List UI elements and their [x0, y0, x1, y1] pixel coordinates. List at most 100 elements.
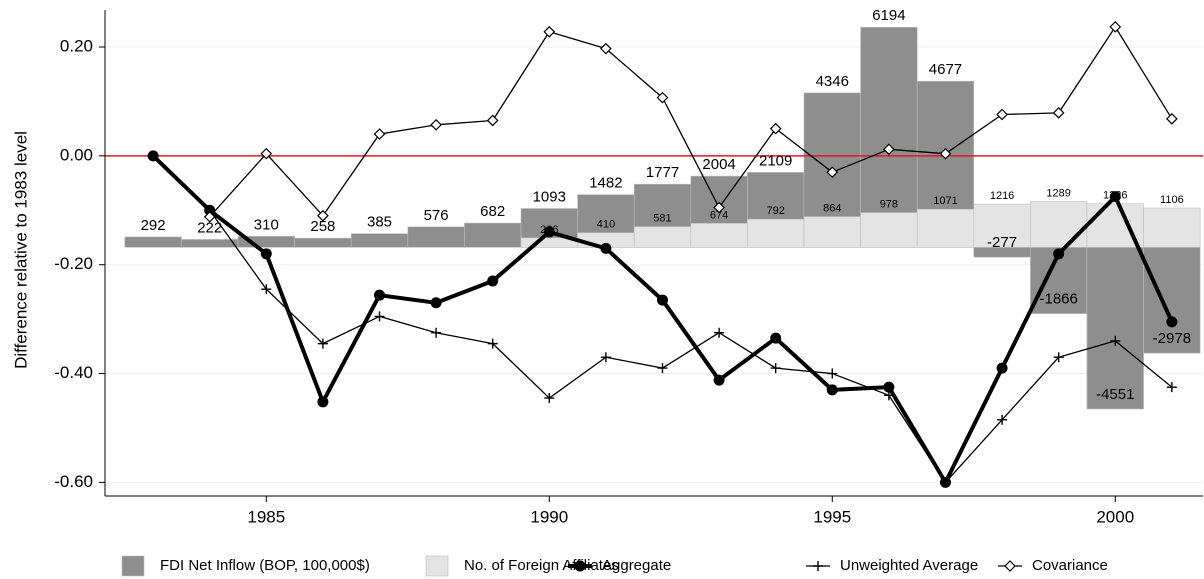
y-tick-label: -0.20 [54, 254, 93, 273]
fdi-value-label: 576 [424, 207, 449, 224]
affiliates-value-label: 864 [823, 203, 841, 215]
fdi-value-label: 6194 [872, 7, 905, 24]
bar [464, 222, 522, 248]
fdi-value-label: 222 [197, 219, 222, 236]
y-tick-label: 0.20 [60, 36, 93, 55]
marker [1166, 316, 1178, 328]
marker [656, 91, 669, 104]
marker [656, 294, 668, 306]
marker [1109, 21, 1122, 33]
bar [1030, 201, 1088, 248]
bar [407, 226, 465, 248]
marker [826, 166, 839, 179]
legend-label: FDI Net Inflow (BOP, 100,000$) [160, 557, 370, 574]
marker [997, 414, 1008, 425]
marker [770, 332, 782, 344]
marker [600, 242, 612, 254]
x-tick-label: 2000 [1096, 507, 1134, 526]
fdi-value-label: -277 [987, 234, 1017, 251]
bar [860, 212, 918, 248]
fdi-value-label: 292 [141, 217, 166, 234]
bar [124, 236, 182, 248]
marker [430, 297, 442, 309]
affiliates-value-label: 1216 [990, 190, 1014, 202]
marker [543, 25, 556, 38]
bar [350, 233, 409, 248]
marker [939, 147, 952, 160]
marker [600, 352, 611, 363]
y-axis-title: Difference relative to 1983 level [11, 131, 30, 369]
fdi-value-label: 258 [310, 218, 335, 235]
marker [317, 209, 329, 222]
marker [996, 362, 1008, 374]
x-tick-label: 1990 [530, 507, 568, 526]
marker [713, 201, 725, 214]
legend-marker [813, 561, 823, 571]
legend-swatch [121, 555, 145, 577]
fdi-value-label: 4677 [929, 61, 962, 78]
marker [260, 147, 273, 160]
marker [487, 275, 499, 287]
marker [317, 396, 329, 408]
marker [883, 381, 895, 393]
legend-label: No. of Foreign Affiliates [464, 557, 619, 574]
fdi-value-label: 1482 [589, 175, 622, 192]
affiliates-value-label: 410 [597, 219, 615, 231]
bar [690, 223, 748, 248]
legend-label: Unweighted Average [840, 557, 978, 574]
bar [1143, 207, 1201, 248]
marker [317, 338, 328, 349]
marker [1110, 335, 1121, 346]
marker [600, 42, 612, 55]
marker [260, 248, 272, 260]
fdi-value-label: 385 [367, 214, 392, 231]
line [209, 26, 1173, 218]
marker [431, 327, 442, 338]
marker [883, 143, 895, 156]
legend-label: Aggregate [602, 557, 671, 574]
marker [261, 284, 272, 295]
marker [1052, 107, 1065, 119]
bar [1086, 247, 1144, 410]
bar [181, 239, 239, 248]
marker [940, 477, 951, 488]
marker [1109, 191, 1121, 203]
bar [747, 218, 805, 248]
legend-swatch [425, 555, 449, 577]
affiliates-value-label: 674 [710, 209, 728, 221]
y-tick-label: -0.60 [54, 472, 93, 491]
marker [996, 108, 1008, 121]
y-tick-label: 0.00 [60, 145, 93, 164]
marker [487, 338, 498, 349]
marker [544, 393, 555, 404]
fdi-value-label: -2978 [1153, 330, 1191, 347]
marker [1053, 248, 1065, 260]
affiliates-value-label: 581 [653, 213, 671, 225]
x-tick-label: 1985 [247, 507, 285, 526]
bar [294, 237, 352, 248]
marker [657, 363, 668, 374]
y-tick-label: -0.40 [54, 363, 93, 382]
fdi-value-label: 1777 [646, 164, 679, 181]
marker [1166, 382, 1177, 393]
fdi-value-label: 682 [480, 203, 505, 220]
affiliates-value-label: 1071 [933, 195, 957, 207]
marker [373, 128, 386, 140]
fdi-value-label: 4346 [816, 73, 849, 90]
fdi-value-label: -4551 [1096, 386, 1134, 403]
marker [883, 390, 894, 401]
marker [826, 384, 838, 396]
marker [486, 114, 499, 127]
marker [374, 289, 385, 301]
marker [770, 363, 781, 374]
marker [543, 226, 555, 238]
bar [860, 26, 918, 248]
fdi-value-label: 2004 [702, 156, 735, 173]
marker [714, 327, 725, 338]
legend-label: Covariance [1032, 557, 1108, 574]
x-tick-label: 1995 [813, 507, 851, 526]
affiliates-value-label: 1106 [1160, 194, 1184, 206]
bar [803, 216, 861, 248]
